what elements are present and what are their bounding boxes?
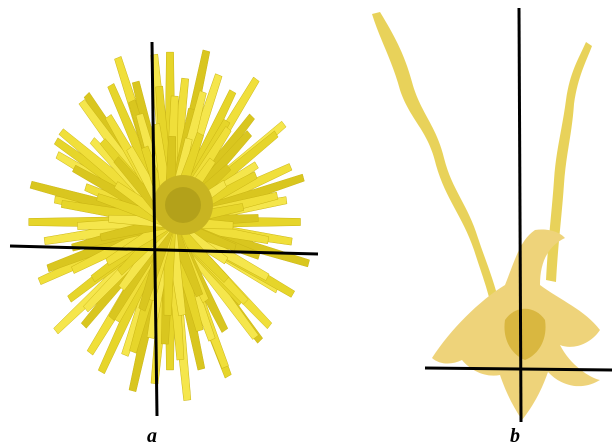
panel-label: a xyxy=(147,425,157,447)
reference-line xyxy=(425,368,612,370)
figure: a b xyxy=(0,0,612,448)
panel-label: b xyxy=(510,425,520,447)
dandelion-photo xyxy=(29,50,310,401)
flower-center xyxy=(165,187,201,223)
orchid-photo xyxy=(372,8,612,422)
sepal-left xyxy=(372,12,500,310)
symmetry-axis xyxy=(519,8,521,422)
page: a b (() => { const data = JSON.parse(doc… xyxy=(0,0,612,448)
